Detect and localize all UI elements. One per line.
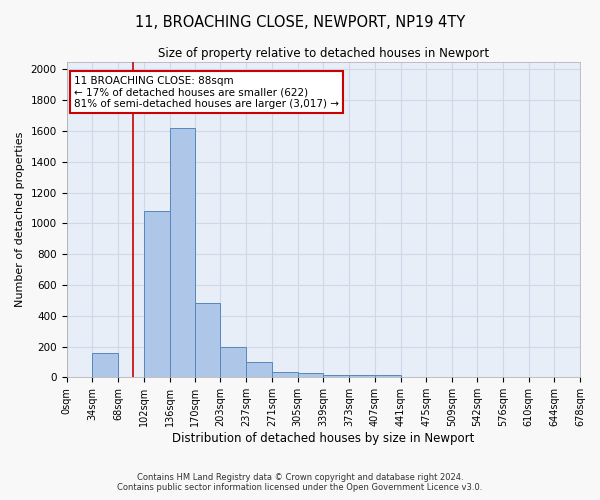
Bar [503,376,529,378]
Bar [426,376,452,378]
Bar [477,376,503,378]
Bar [170,128,195,378]
X-axis label: Distribution of detached houses by size in Newport: Distribution of detached houses by size … [172,432,475,445]
Bar [220,346,246,378]
Bar [144,211,170,378]
Bar [349,375,375,378]
Bar [92,352,118,378]
Text: 11, BROACHING CLOSE, NEWPORT, NP19 4TY: 11, BROACHING CLOSE, NEWPORT, NP19 4TY [135,15,465,30]
Y-axis label: Number of detached properties: Number of detached properties [15,132,25,307]
Text: 11 BROACHING CLOSE: 88sqm
← 17% of detached houses are smaller (622)
81% of semi: 11 BROACHING CLOSE: 88sqm ← 17% of detac… [74,76,339,108]
Bar [452,376,477,378]
Bar [246,362,272,378]
Bar [118,376,144,378]
Bar [272,372,298,378]
Text: Contains HM Land Registry data © Crown copyright and database right 2024.
Contai: Contains HM Land Registry data © Crown c… [118,473,482,492]
Bar [401,376,426,378]
Title: Size of property relative to detached houses in Newport: Size of property relative to detached ho… [158,48,489,60]
Bar [375,375,401,378]
Bar [195,304,220,378]
Bar [323,375,349,378]
Bar [298,374,323,378]
